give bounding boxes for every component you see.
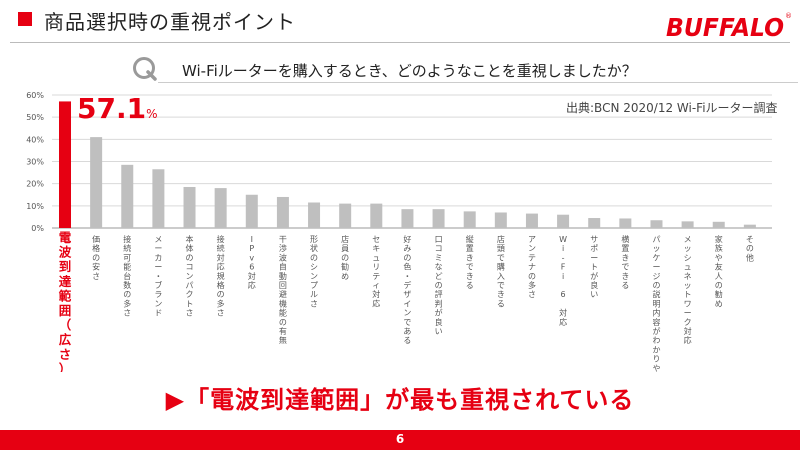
x-category-label: 電波到達範囲（広さ） <box>59 230 72 372</box>
bar <box>432 209 445 228</box>
y-tick-label: 10% <box>26 202 44 211</box>
highlight-unit: % <box>146 107 158 121</box>
bar <box>743 224 756 228</box>
x-category-label: 接続可能台数の多さ <box>123 234 131 318</box>
x-category-label: 形状のシンプルさ <box>310 235 318 308</box>
bar <box>557 214 570 228</box>
bar <box>619 218 632 228</box>
y-tick-label: 50% <box>26 113 44 122</box>
bar <box>90 137 103 228</box>
y-tick-label: 30% <box>26 158 44 167</box>
x-category-label: 好みの色・デザインである <box>403 234 411 345</box>
logo-text: BUFFALO <box>666 13 784 42</box>
x-category-label: メーカー・ブランド <box>154 235 162 318</box>
x-category-label: 店頭で購入できる <box>497 234 505 308</box>
bar <box>370 203 383 228</box>
bar <box>494 212 507 228</box>
x-category-label: その他 <box>746 235 754 262</box>
title-divider <box>10 42 790 43</box>
x-category-label: パッケージの説明内容がわかりやすい <box>652 235 660 372</box>
x-category-label: 家族や友人の勧め <box>715 234 723 308</box>
bar <box>276 196 289 228</box>
footer-bar: 6 <box>0 430 800 450</box>
bar <box>401 209 414 228</box>
x-category-label: メッシュネットワーク対応 <box>684 235 692 345</box>
bar <box>152 169 165 228</box>
x-category-label: 接続対応規格の多さ <box>217 234 225 318</box>
bar-chart: 0% 10% 20% 30% 40% 50% 60% 電波到達範囲（広さ） 価格の安さ 接続可能台… <box>26 91 772 372</box>
y-tick-label: 0% <box>31 224 44 233</box>
question-q-icon <box>133 57 157 81</box>
y-tick-label: 60% <box>26 91 44 100</box>
y-tick-label: 20% <box>26 180 44 189</box>
bar <box>650 220 663 228</box>
survey-question: Wi-Fiルーターを購入するとき、どのようなことを重視しましたか？ <box>182 62 637 80</box>
x-category-label: アンテナの多さ <box>528 235 536 299</box>
buffalo-logo: BUFFALO ® <box>666 12 792 42</box>
x-category-label: 干渉波自動回避機能の有無 <box>279 235 287 345</box>
x-category-label: 縦置きできる <box>466 234 474 290</box>
conclusion-text: ▶「電波到達範囲」が最も重視されている <box>165 386 635 414</box>
x-category-label: サポートが良い <box>590 235 598 299</box>
highlight-number: 57.1 <box>77 92 147 125</box>
x-category-label: 横置きできる <box>621 234 629 290</box>
highlight-value: 57.1% <box>77 92 158 125</box>
x-category-label: 口コミなどの評判が良い <box>435 235 443 336</box>
page-title: 商品選択時の重視ポイント <box>44 10 296 34</box>
bar <box>681 221 694 228</box>
x-category-label: 価格の安さ <box>92 234 100 281</box>
bar <box>183 186 196 228</box>
source-note: 出典:BCN 2020/12 Wi-Fiルーター調査 <box>566 101 778 115</box>
bar <box>588 218 601 228</box>
bar <box>59 101 71 228</box>
x-category-label: 本体のコンパクトさ <box>186 234 194 318</box>
x-category-label: 店員の勧め <box>341 234 349 281</box>
y-tick-label: 40% <box>26 135 44 144</box>
question-divider <box>158 82 798 83</box>
bar <box>712 221 725 228</box>
bar <box>308 202 321 228</box>
bar <box>339 203 352 228</box>
bar <box>214 188 227 228</box>
bar <box>463 211 476 228</box>
page-number: 6 <box>395 432 405 446</box>
bar <box>121 164 134 228</box>
x-category-label: セキュリティ対応 <box>372 235 380 308</box>
svg-text:®: ® <box>785 12 792 20</box>
bar <box>245 194 258 228</box>
title-marker <box>18 12 32 26</box>
bar <box>525 213 538 228</box>
